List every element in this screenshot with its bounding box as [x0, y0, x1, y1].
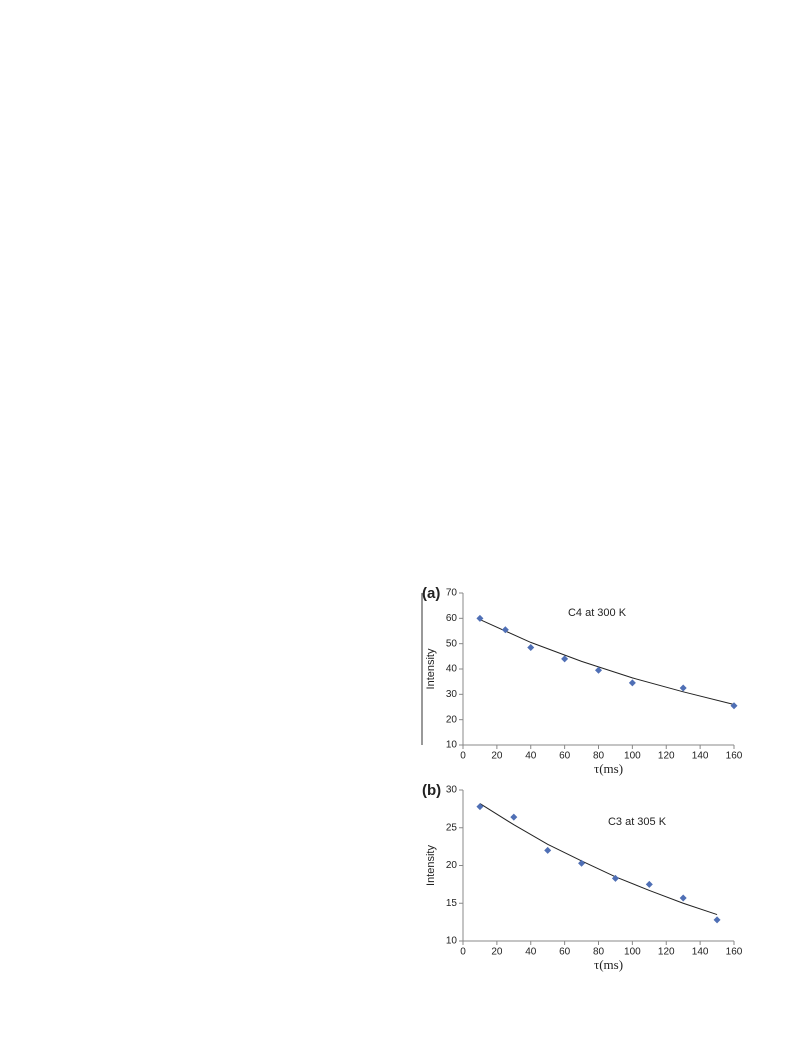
- annotation: C4 at 300 K: [568, 607, 627, 619]
- data-point: [628, 679, 636, 687]
- x-tick-label: 120: [658, 947, 675, 958]
- data-point: [544, 846, 552, 854]
- y-tick-label: 20: [446, 714, 458, 725]
- y-axis-title: Intensity: [425, 845, 437, 886]
- y-tick-label: 50: [446, 638, 458, 649]
- data-point: [679, 684, 687, 692]
- panel-label: (a): [422, 585, 440, 602]
- x-tick-label: 120: [658, 751, 675, 762]
- y-tick-label: 60: [446, 613, 458, 624]
- y-tick-label: 10: [446, 740, 458, 751]
- data-point: [561, 655, 569, 663]
- x-tick-label: 40: [525, 751, 537, 762]
- y-tick-label: 70: [446, 588, 458, 599]
- panel-label: (b): [422, 782, 441, 799]
- x-tick-label: 80: [593, 947, 605, 958]
- x-tick-label: 0: [460, 947, 466, 958]
- x-tick-label: 100: [624, 947, 641, 958]
- data-point: [510, 813, 518, 821]
- x-tick-label: 40: [525, 947, 537, 958]
- data-point: [595, 666, 602, 674]
- data-point: [578, 859, 586, 867]
- y-tick-label: 20: [446, 860, 458, 871]
- data-point: [527, 643, 535, 651]
- fit-line: [479, 619, 735, 705]
- y-tick-label: 25: [446, 822, 458, 833]
- fit-line: [479, 803, 718, 916]
- x-tick-label: 20: [491, 751, 503, 762]
- x-tick-label: 100: [624, 751, 641, 762]
- data-point: [730, 702, 738, 710]
- x-axis-title: τ(ms): [594, 957, 623, 972]
- data-point: [476, 614, 484, 622]
- x-tick-label: 80: [593, 751, 605, 762]
- x-tick-label: 60: [559, 947, 571, 958]
- data-point: [476, 803, 484, 811]
- x-tick-label: 140: [692, 947, 709, 958]
- x-tick-label: 160: [726, 947, 743, 958]
- x-tick-label: 60: [559, 751, 571, 762]
- y-axis-title: Intensity: [425, 648, 437, 689]
- y-tick-label: 15: [446, 898, 458, 909]
- x-tick-label: 0: [460, 751, 466, 762]
- annotation: C3 at 305 K: [608, 816, 667, 828]
- x-tick-label: 20: [491, 947, 503, 958]
- data-point: [645, 880, 653, 888]
- x-axis-title: τ(ms): [594, 761, 623, 776]
- data-point: [501, 626, 509, 634]
- y-tick-label: 30: [446, 689, 458, 700]
- x-tick-label: 140: [692, 751, 709, 762]
- y-tick-label: 10: [446, 936, 458, 947]
- data-point: [611, 874, 619, 882]
- y-tick-label: 30: [446, 785, 458, 796]
- data-point: [679, 894, 687, 902]
- y-tick-label: 40: [446, 664, 458, 675]
- data-point: [713, 916, 721, 924]
- x-tick-label: 160: [726, 751, 743, 762]
